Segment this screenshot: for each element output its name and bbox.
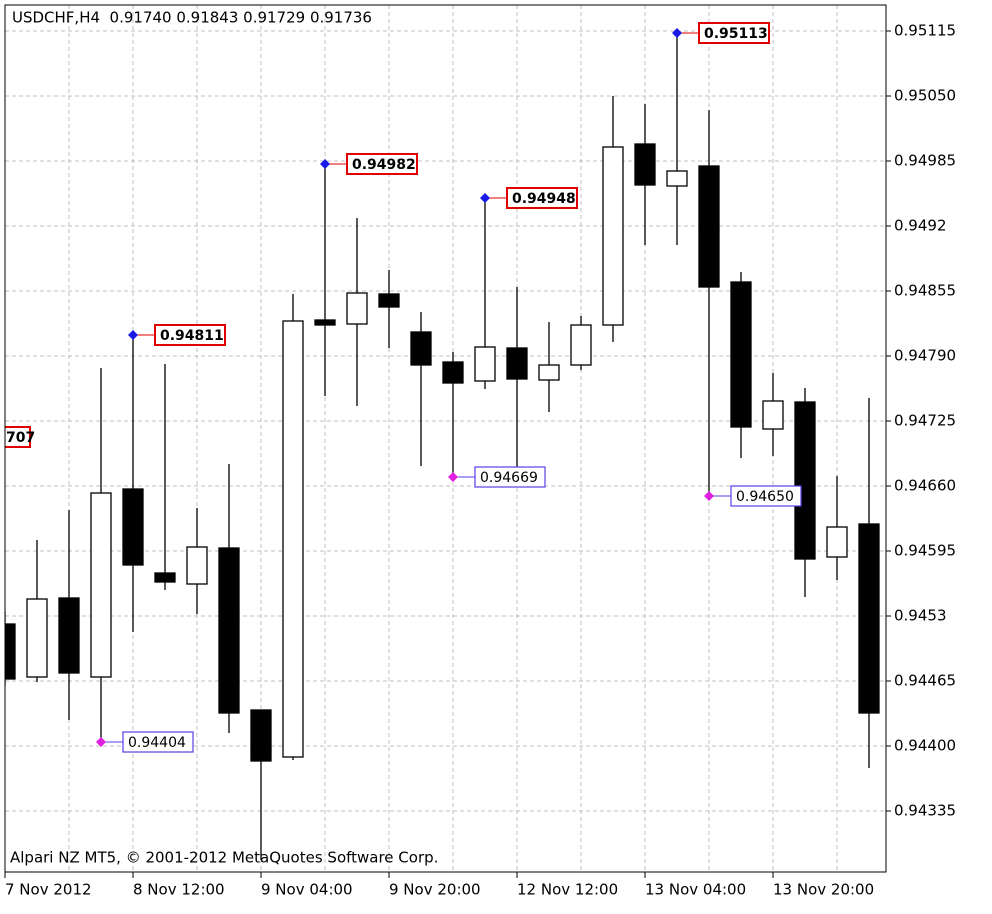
- price-marker: [672, 28, 682, 38]
- price-label: 0.94669: [480, 470, 538, 486]
- price-label: 0.94811: [160, 328, 224, 344]
- price-marker: [128, 330, 138, 340]
- price-label: 0.94650: [736, 489, 794, 505]
- chart-title: USDCHF,H4 0.91740 0.91843 0.91729 0.9173…: [12, 9, 372, 27]
- price-label-box: [122, 731, 194, 753]
- price-marker: [480, 193, 490, 203]
- grid: [4, 5, 886, 872]
- x-tick-label: 9 Nov 04:00: [261, 881, 353, 899]
- candle-body: [474, 346, 496, 382]
- price-label: 0.94404: [128, 735, 186, 751]
- candle-body: [826, 526, 848, 558]
- price-label-box: [154, 324, 226, 346]
- candle-body: [570, 324, 592, 366]
- candle-body: [634, 143, 656, 186]
- y-tick-label: 0.94725: [894, 412, 956, 430]
- y-tick-label: 0.94465: [894, 672, 956, 690]
- price-label: 707: [6, 430, 35, 446]
- price-label-box: [506, 187, 578, 209]
- price-label-box: [346, 153, 418, 175]
- candle-body: [250, 709, 272, 762]
- candle-body: [762, 400, 784, 430]
- price-marker: [96, 737, 106, 747]
- price-label-box: [474, 466, 546, 488]
- x-tick-label: 7 Nov 2012: [5, 881, 92, 899]
- candle-body: [602, 146, 624, 326]
- x-tick-label: 9 Nov 20:00: [389, 881, 481, 899]
- candle-body: [154, 572, 176, 583]
- candle-body: [186, 546, 208, 585]
- candle-body: [378, 293, 400, 308]
- candle-body: [538, 364, 560, 381]
- y-tick-label: 0.94335: [894, 802, 956, 820]
- price-label: 0.94948: [512, 191, 576, 207]
- x-tick-label: 13 Nov 20:00: [773, 881, 874, 899]
- y-tick-label: 0.9453: [894, 607, 947, 625]
- candle-body: [122, 488, 144, 566]
- watermark: Alpari NZ MT5, © 2001-2012 MetaQuotes So…: [10, 849, 438, 867]
- candle-body: [218, 547, 240, 714]
- price-label-box: [5, 426, 31, 448]
- candle-body: [26, 598, 48, 678]
- x-tick-label: 12 Nov 12:00: [517, 881, 618, 899]
- candle-body: [5, 623, 16, 680]
- candle-body: [506, 347, 528, 380]
- candle-body: [58, 597, 80, 674]
- plot-area: 0.94404 0.94811 0.94982 0.94669 0.94948 0.951…: [5, 22, 880, 860]
- y-tick-label: 0.94595: [894, 542, 956, 560]
- y-tick-label: 0.94660: [894, 477, 956, 495]
- candle-body: [346, 292, 368, 325]
- price-marker: [320, 159, 330, 169]
- y-tick-label: 0.95115: [894, 22, 956, 40]
- price-label: 0.94982: [352, 157, 416, 173]
- price-label-box: [730, 485, 802, 507]
- candle-body: [314, 319, 336, 326]
- candle-body: [410, 331, 432, 366]
- candle-body: [698, 165, 720, 288]
- x-tick-label: 8 Nov 12:00: [133, 881, 225, 899]
- price-label: 0.95113: [704, 26, 768, 42]
- y-tick-label: 0.95050: [894, 87, 956, 105]
- x-tick-label: 13 Nov 04:00: [645, 881, 746, 899]
- y-tick-label: 0.9492: [894, 217, 947, 235]
- y-tick-label: 0.94855: [894, 282, 956, 300]
- candle-body: [442, 361, 464, 384]
- y-tick-label: 0.94985: [894, 152, 956, 170]
- candle-body: [858, 523, 880, 714]
- plot-border: [4, 4, 887, 873]
- candle-body: [730, 281, 752, 428]
- y-tick-label: 0.94790: [894, 347, 956, 365]
- price-marker: [704, 491, 714, 501]
- price-marker: [448, 472, 458, 482]
- y-tick-label: 0.94400: [894, 737, 956, 755]
- candle-body: [90, 492, 112, 678]
- price-label-box: [698, 22, 770, 44]
- candle-body: [794, 401, 816, 560]
- candle-body: [666, 170, 688, 187]
- candle-body: [282, 320, 304, 758]
